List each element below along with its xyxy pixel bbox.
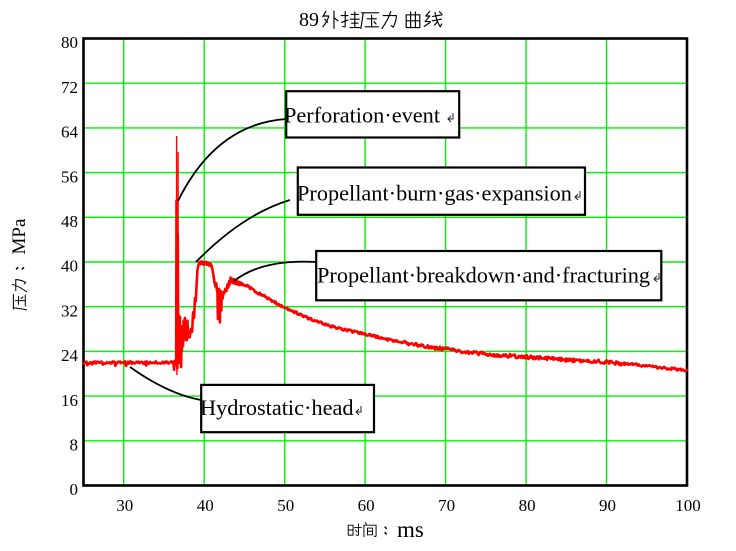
svg-text:40: 40 xyxy=(61,257,78,276)
svg-text:89: 89 xyxy=(299,9,319,31)
svg-text:16: 16 xyxy=(61,391,78,410)
svg-text:8: 8 xyxy=(70,436,79,455)
svg-text:56: 56 xyxy=(61,167,78,186)
svg-text:0: 0 xyxy=(70,480,79,499)
svg-text:60: 60 xyxy=(358,496,375,515)
svg-text:32: 32 xyxy=(61,301,78,320)
svg-text:MPa: MPa xyxy=(9,218,30,254)
svg-text:Perforation·event: Perforation·event xyxy=(284,103,441,128)
svg-text:100: 100 xyxy=(675,496,701,515)
svg-text:Propellant·burn·gas·expansion: Propellant·burn·gas·expansion xyxy=(297,181,572,206)
svg-text:30: 30 xyxy=(116,496,133,515)
svg-text:90: 90 xyxy=(599,496,616,515)
svg-text:48: 48 xyxy=(61,212,78,231)
svg-text:40: 40 xyxy=(197,496,214,515)
svg-text:ms: ms xyxy=(397,517,424,542)
svg-text:Propellant·breakdown·and·fract: Propellant·breakdown·and·fracturing xyxy=(317,262,650,287)
svg-text:Hydrostatic·head: Hydrostatic·head xyxy=(200,395,354,420)
svg-text:50: 50 xyxy=(277,496,294,515)
svg-text:72: 72 xyxy=(61,78,78,97)
svg-text:64: 64 xyxy=(61,123,79,142)
svg-text:80: 80 xyxy=(519,496,536,515)
svg-text:80: 80 xyxy=(61,33,78,52)
svg-text:24: 24 xyxy=(61,346,79,365)
svg-text:70: 70 xyxy=(438,496,455,515)
